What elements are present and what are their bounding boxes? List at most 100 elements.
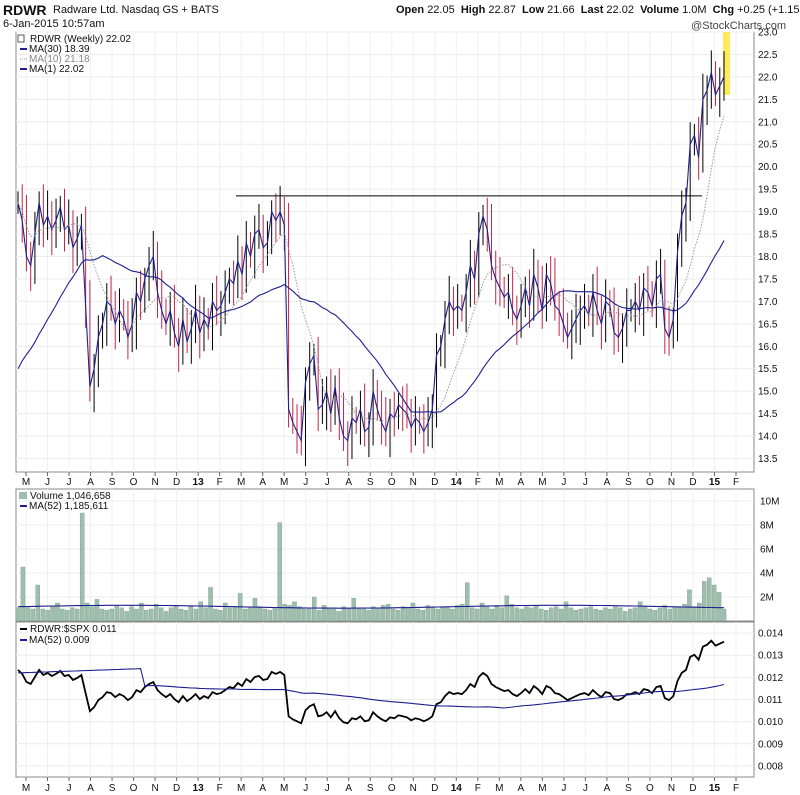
volume-bar bbox=[588, 606, 593, 622]
month-label: F bbox=[217, 783, 223, 794]
month-label: O bbox=[130, 783, 138, 794]
volume-bar bbox=[84, 602, 90, 622]
volume-bar bbox=[450, 608, 455, 622]
volume-bar bbox=[163, 611, 169, 622]
year-label: 14 bbox=[451, 477, 463, 488]
volume-bar bbox=[484, 606, 490, 622]
volume-bar bbox=[331, 608, 337, 622]
volume-bar bbox=[395, 610, 401, 622]
month-label: A bbox=[345, 477, 352, 488]
volume-bar bbox=[213, 608, 218, 622]
volume-bar bbox=[89, 606, 95, 622]
month-label: M bbox=[280, 477, 288, 488]
volume-bar bbox=[371, 606, 376, 622]
ratio-tick-label: 0.008 bbox=[758, 761, 783, 772]
ratio-tick-label: 0.013 bbox=[758, 651, 783, 662]
volume-bar bbox=[534, 605, 539, 622]
ratio-line bbox=[17, 639, 725, 725]
month-label: O bbox=[130, 477, 138, 488]
volume-bar bbox=[553, 606, 559, 622]
volume-bar bbox=[721, 608, 727, 622]
ratio-tick-label: 0.012 bbox=[758, 673, 783, 684]
volume-bar bbox=[297, 606, 302, 622]
price-tick-label: 22.0 bbox=[758, 72, 778, 83]
volume-bar bbox=[578, 608, 584, 622]
month-label: M bbox=[538, 783, 546, 794]
volume-bar bbox=[608, 608, 613, 622]
volume-bar bbox=[158, 607, 164, 622]
volume-bar bbox=[183, 610, 189, 622]
volume-bar bbox=[267, 610, 273, 622]
volume-bar bbox=[558, 608, 564, 622]
volume-bar bbox=[144, 610, 149, 622]
price-tick-label: 16.5 bbox=[758, 319, 778, 330]
month-label: F bbox=[733, 477, 739, 488]
volume-bar bbox=[445, 607, 450, 622]
open-value: 22.05 bbox=[427, 4, 455, 16]
month-label: A bbox=[345, 783, 352, 794]
high-label: High bbox=[460, 4, 486, 16]
volume-bar bbox=[548, 607, 554, 622]
price-tick-label: 21.5 bbox=[758, 95, 778, 106]
volume-bar bbox=[460, 604, 465, 622]
month-label: A bbox=[87, 477, 94, 488]
volume-bar bbox=[573, 610, 579, 622]
volume-bar bbox=[257, 606, 263, 622]
volume-bar bbox=[410, 602, 416, 622]
volume-bar bbox=[637, 601, 643, 622]
volume-bar bbox=[524, 606, 529, 622]
volume-bar bbox=[711, 584, 717, 622]
volume-bar bbox=[366, 610, 371, 622]
open-label: Open bbox=[396, 4, 425, 16]
volume-bar bbox=[455, 605, 460, 622]
volume-bar bbox=[316, 610, 322, 622]
last-label: Last bbox=[580, 4, 604, 16]
volume-bar bbox=[381, 605, 386, 622]
ratio-tick-label: 0.011 bbox=[758, 695, 783, 706]
month-label: N bbox=[151, 477, 158, 488]
volume-bar bbox=[79, 512, 85, 622]
volume-bar bbox=[593, 608, 598, 622]
volume-bar bbox=[415, 608, 421, 622]
volume-bar bbox=[154, 604, 159, 622]
price-tick-label: 18.0 bbox=[758, 252, 778, 263]
volume-bar bbox=[682, 604, 687, 622]
month-label: S bbox=[367, 477, 374, 488]
month-label: S bbox=[109, 783, 116, 794]
price-tick-label: 21.0 bbox=[758, 117, 778, 128]
price-tick-label: 19.5 bbox=[758, 185, 778, 196]
low-value: 21.66 bbox=[547, 4, 575, 16]
month-label: A bbox=[259, 783, 266, 794]
month-label: D bbox=[689, 783, 696, 794]
volume-bar bbox=[529, 607, 534, 622]
month-label: S bbox=[109, 477, 116, 488]
volume-bar bbox=[618, 607, 623, 622]
ratio-tick-label: 0.009 bbox=[758, 739, 783, 750]
volume-bar bbox=[514, 607, 519, 622]
month-label: D bbox=[689, 477, 696, 488]
price-tick-label: 20.0 bbox=[758, 162, 778, 173]
volume-bar bbox=[35, 584, 40, 622]
volume-bar bbox=[30, 608, 36, 622]
volume-bar bbox=[292, 601, 297, 622]
month-label: J bbox=[583, 477, 588, 488]
company-name: Radware Ltd. Nasdaq GS + BATS bbox=[53, 4, 219, 16]
month-label: D bbox=[173, 477, 180, 488]
month-label: J bbox=[561, 477, 566, 488]
year-label: 14 bbox=[451, 783, 463, 794]
volume-bar bbox=[652, 610, 658, 622]
volume-chart-title: Volume 1,046,658 bbox=[30, 491, 111, 502]
volume-bar bbox=[494, 605, 500, 622]
month-label: M bbox=[495, 477, 503, 488]
volume-bar bbox=[188, 606, 194, 622]
volume-bar bbox=[687, 589, 692, 622]
price-tick-label: 20.5 bbox=[758, 140, 778, 151]
year-label: 13 bbox=[193, 477, 205, 488]
volume-bar bbox=[440, 606, 445, 622]
volume-bar bbox=[351, 598, 356, 622]
ratio-legend: RDWR:$SPX 0.011 MA(52) 0.009 bbox=[20, 624, 117, 646]
last-bar-highlight bbox=[723, 32, 730, 95]
volume-bar bbox=[702, 581, 707, 622]
volume-bar bbox=[430, 607, 435, 622]
